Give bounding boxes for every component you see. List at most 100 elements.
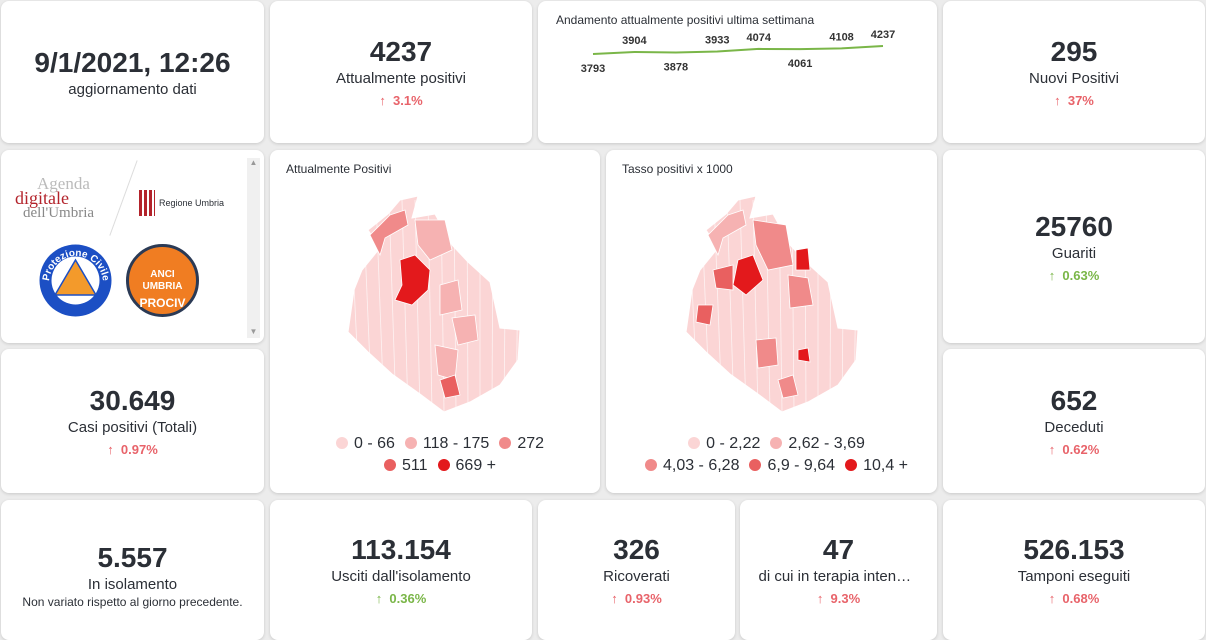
- municipality: [394, 254, 431, 306]
- legend-label: 511: [402, 457, 428, 474]
- municipality: [795, 247, 811, 271]
- sparkline-label: 3933: [705, 34, 729, 46]
- legend-label: 6,9 - 9,64: [767, 457, 836, 474]
- municipality: [752, 219, 794, 271]
- legend-swatch: [335, 437, 348, 449]
- sparkline-label: 4074: [746, 32, 771, 44]
- municipal-border: [401, 199, 409, 413]
- kpi-delta: ↑ 3.1%: [379, 93, 423, 108]
- deceduti-card: 652 Deceduti ↑ 0.62%: [943, 349, 1205, 493]
- legend-label: 0 - 2,22: [706, 435, 761, 452]
- municipal-border: [362, 199, 373, 413]
- map-legend: 0 - 2,22 2,62 - 3,69 4,03 - 6,28 6,9 - 9,64…: [606, 433, 937, 477]
- logos-card: Agenda digitale dell'Umbria Regione Umbr…: [1, 150, 264, 343]
- umbria-map[interactable]: [340, 190, 540, 420]
- municipal-border: [466, 199, 469, 413]
- kpi-label: Casi positivi (Totali): [67, 419, 198, 436]
- municipality: [369, 209, 409, 257]
- legend-swatch: [437, 459, 450, 471]
- legend-label: 272: [517, 435, 545, 452]
- municipal-border: [829, 199, 832, 413]
- legend-swatch: [644, 459, 657, 471]
- arrow-up-icon: ↑: [379, 93, 386, 108]
- legend-label: 2,62 - 3,69: [788, 435, 865, 452]
- update-card: 9/1/2021, 12:26 aggiornamento dati: [1, 1, 264, 143]
- legend-label: 4,03 - 6,28: [662, 457, 740, 474]
- update-datetime: 9/1/2021, 12:26: [34, 46, 231, 78]
- kpi-delta: ↑ 0.93%: [611, 591, 662, 606]
- anci-prociv-logo: ANCI UMBRIA PROCIV: [126, 244, 199, 317]
- legend-swatch: [499, 437, 512, 449]
- kpi-value: 295: [1050, 36, 1098, 67]
- legend-label: 10,4 +: [863, 457, 909, 474]
- legend-label: 118 - 175: [422, 435, 490, 452]
- scroll-up-icon: ▲: [249, 158, 258, 167]
- map-title: Attualmente Positivi: [286, 162, 392, 176]
- kpi-label: Usciti dall'isolamento: [331, 568, 471, 585]
- municipal-border: [752, 199, 759, 413]
- sparkline-label: 4237: [871, 29, 895, 41]
- municipal-border: [515, 199, 520, 413]
- map-tasso-card: Tasso positivi x 1000 0 - 2,22 2,62 - 3,6…: [606, 150, 937, 493]
- legend-label: 669 +: [455, 457, 496, 474]
- municipality: [414, 219, 453, 261]
- kpi-value: 526.153: [1023, 534, 1125, 565]
- legend-swatch: [749, 459, 762, 471]
- ricoverati-card: 326 Ricoverati ↑ 0.93%: [538, 500, 735, 640]
- umbria-map[interactable]: [678, 190, 878, 420]
- casi-totali-card: 30.649 Casi positivi (Totali) ↑ 0.97%: [1, 349, 264, 493]
- legend-swatch: [688, 437, 701, 449]
- scroll-down-icon: ▼: [249, 327, 258, 336]
- map-legend: 0 - 66 118 - 175 272 511 669 +: [270, 433, 600, 477]
- kpi-delta: ↑ 0.63%: [1048, 267, 1100, 283]
- kpi-value: 25760: [1035, 210, 1113, 242]
- arrow-up-icon: ↑: [1048, 267, 1056, 283]
- sparkline-label: 3878: [664, 61, 688, 73]
- nuovi-positivi-card: 295 Nuovi Positivi ↑ 37%: [943, 1, 1205, 143]
- legend-swatch: [404, 437, 417, 449]
- municipal-border: [414, 199, 421, 413]
- legend-swatch: [845, 459, 858, 471]
- kpi-value: 113.154: [351, 534, 451, 565]
- municipal-border: [349, 199, 361, 413]
- sparkline-label: 4061: [788, 58, 812, 70]
- scrollbar[interactable]: ▲ ▼: [247, 158, 260, 338]
- kpi-label: In isolamento: [87, 575, 178, 593]
- kpi-label: Nuovi Positivi: [1028, 70, 1120, 87]
- map-title: Tasso positivi x 1000: [622, 162, 733, 176]
- municipality: [777, 374, 799, 399]
- municipality: [797, 347, 811, 363]
- municipal-border: [739, 199, 747, 413]
- municipal-border: [687, 199, 699, 413]
- divider-line: [109, 160, 138, 236]
- kpi-label: Deceduti: [1044, 419, 1104, 436]
- agenda-digitale-logo: Agenda digitale dell'Umbria: [15, 174, 95, 221]
- arrow-up-icon: ↑: [1048, 591, 1056, 606]
- kpi-label: di cui in terapia intensiva: [758, 568, 919, 585]
- kpi-delta: ↑ 0.62%: [1048, 442, 1100, 457]
- municipality: [695, 304, 714, 326]
- arrow-up-icon: ↑: [107, 442, 114, 457]
- sparkline-label: 3793: [581, 63, 605, 75]
- municipality: [439, 374, 461, 399]
- kpi-note: Non variato rispetto al giorno precedent…: [22, 594, 243, 609]
- municipality: [732, 254, 764, 296]
- kpi-delta: ↑ 37%: [1054, 93, 1094, 108]
- kpi-value: 4237: [369, 36, 433, 67]
- tamponi-card: 526.153 Tamponi eseguiti ↑ 0.68%: [943, 500, 1205, 640]
- kpi-value: 47: [822, 534, 855, 565]
- kpi-delta: ↑ 0.36%: [375, 591, 427, 606]
- municipality: [787, 274, 814, 309]
- municipal-border: [841, 199, 845, 413]
- update-label: aggiornamento dati: [68, 80, 197, 98]
- municipality: [755, 337, 779, 369]
- legend-swatch: [770, 437, 783, 449]
- sparkline-card: Andamento attualmente positivi ultima se…: [538, 1, 937, 143]
- regione-umbria-logo: Regione Umbria: [139, 190, 224, 216]
- kpi-delta: ↑ 0.68%: [1048, 591, 1100, 606]
- sparkline-label: 3904: [622, 35, 647, 47]
- protezione-civile-logo: Protezione Civile: [39, 244, 112, 317]
- sparkline-chart: 3793 3904 3878 3933 4074 4061 4108 4237: [581, 29, 895, 75]
- terapia-card: 47 di cui in terapia intensiva ↑ 9.3%: [740, 500, 937, 640]
- kpi-label: Ricoverati: [603, 568, 670, 585]
